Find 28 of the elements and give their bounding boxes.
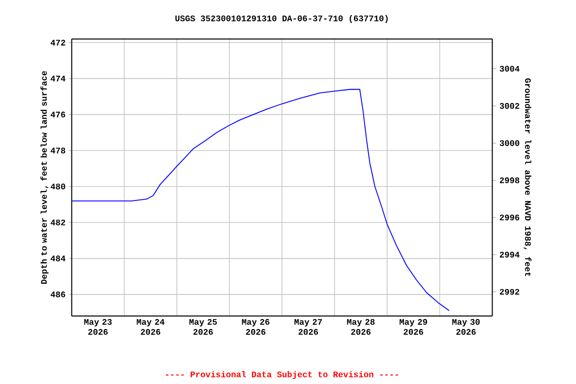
y2-tick-label: 2994: [500, 252, 520, 258]
y2-tick-label: 3000: [500, 140, 520, 146]
x-tick-label: May 24 2026: [136, 319, 164, 335]
y-tick-label: 478: [50, 148, 66, 154]
y2-tick-label: 2996: [500, 214, 520, 220]
y-tick-label: 476: [50, 112, 66, 118]
y2-tick-label: 2998: [500, 177, 520, 184]
y-tick-label: 482: [50, 220, 66, 226]
y-tick-label: 480: [50, 184, 66, 190]
x-tick-label: May 27 2026: [294, 319, 322, 335]
x-tick-label: May 23 2026: [84, 319, 112, 335]
x-tick-label: May 29 2026: [400, 319, 428, 335]
y2-tick-label: 2992: [500, 288, 520, 295]
y-tick-label: 486: [50, 292, 66, 298]
text: ---- Provisional Data Subject to Revision ----: [166, 371, 398, 379]
y2-axis-title: Groundwater level above NAVD 1988, feet: [524, 78, 532, 276]
y2-tick-label: 3004: [500, 66, 520, 72]
y-tick-label: 484: [50, 256, 66, 262]
y-tick-label: 474: [50, 76, 66, 82]
line-series: [72, 88, 450, 312]
x-tick-label: May 30 2026: [452, 319, 480, 335]
chart-title: USGS 352300101291310 DA-06-37-710 (637710): [175, 15, 388, 23]
y-tick-label: 472: [50, 40, 66, 46]
x-tick-label: May 26 2026: [242, 319, 270, 335]
y2-tick-label: 3002: [500, 103, 520, 109]
x-tick-label: May 25 2026: [189, 319, 217, 335]
y-axis-title: Depth to water level, feet below land surface: [40, 71, 48, 284]
x-tick-label: May 28 2026: [347, 319, 375, 335]
